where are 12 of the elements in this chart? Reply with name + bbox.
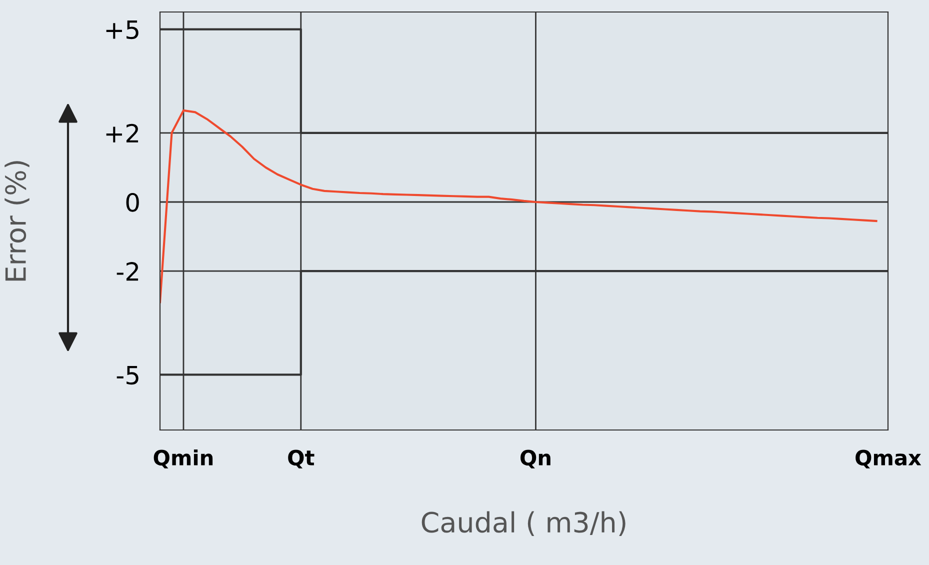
x-tick-label: Qmin bbox=[154, 449, 213, 468]
y-tick-label: 0 bbox=[126, 192, 139, 212]
y-tick-label: +2 bbox=[106, 124, 138, 142]
line-series bbox=[160, 109, 878, 304]
x-tick-label: Qn bbox=[520, 450, 550, 468]
y-tick-label: -2 bbox=[116, 262, 138, 281]
y-tick-label: -5 bbox=[116, 366, 138, 385]
x-tick-label: Qt bbox=[288, 450, 314, 468]
y-axis-title: Error (%) bbox=[4, 161, 30, 281]
x-tick-label: Qmax bbox=[856, 450, 922, 468]
x-axis-title: Caudal ( m3/h) bbox=[422, 511, 626, 536]
y-tick-label: +5 bbox=[106, 20, 138, 40]
